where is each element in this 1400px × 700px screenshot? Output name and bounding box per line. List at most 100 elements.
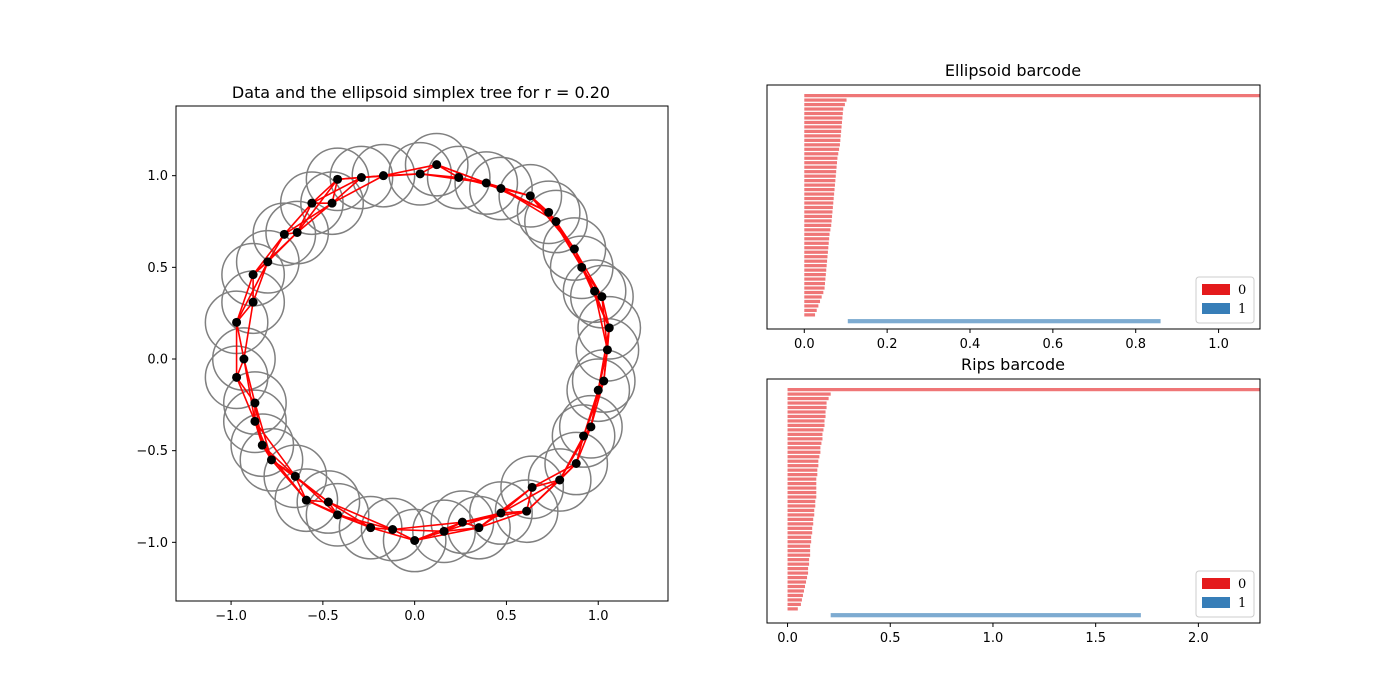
- h0-bar: [804, 281, 825, 286]
- simplex-tree-plot: Data and the ellipsoid simplex tree for …: [136, 83, 669, 624]
- simplex-edge: [331, 176, 362, 204]
- ellipsoid-circle: [412, 499, 476, 564]
- h0-bar: [787, 558, 810, 562]
- data-point: [555, 475, 565, 485]
- simplex-edge: [383, 163, 437, 177]
- h0-bar: [804, 129, 842, 134]
- data-point: [333, 174, 343, 184]
- ellipsoid-circle: [360, 497, 425, 562]
- h0-bar: [787, 401, 827, 405]
- simplex-edge: [243, 358, 256, 404]
- h0-bar: [804, 255, 828, 259]
- ellipsoid-circle: [494, 479, 559, 544]
- ellipsoid-circle: [566, 358, 631, 423]
- simplex-edge: [252, 261, 269, 303]
- h0-bar: [787, 473, 818, 477]
- rips-barcode-bars: [787, 388, 1260, 618]
- ellipsoid-circle: [211, 327, 276, 391]
- simplex-edge: [443, 512, 502, 533]
- h0-bar: [787, 441, 822, 445]
- ellipsoid-circle: [351, 143, 416, 208]
- simplex-edge: [252, 233, 285, 276]
- h0-bar: [804, 152, 839, 156]
- data-point: [593, 385, 603, 395]
- h0-bar: [804, 205, 833, 210]
- x-tick-label: 0.0: [777, 631, 798, 646]
- rips-barcode-title: Rips barcode: [961, 355, 1065, 374]
- h0-bar: [804, 232, 830, 236]
- h0-bar: [804, 116, 843, 120]
- simplex-edge: [420, 173, 487, 184]
- simplex-edge: [254, 402, 264, 446]
- x-tick-label: 2.0: [1188, 631, 1209, 646]
- data-point: [263, 257, 273, 267]
- h0-bar: [804, 98, 847, 102]
- ellipsoid-circles: [204, 132, 642, 573]
- ellipsoid-circle: [382, 508, 447, 573]
- data-point: [586, 422, 596, 432]
- h0-bar: [787, 598, 802, 602]
- rips-barcode-legend: 01: [1195, 570, 1255, 618]
- data-point: [551, 217, 561, 226]
- h0-bar: [804, 192, 835, 196]
- data-point: [457, 517, 467, 527]
- simplex-edge: [593, 290, 610, 329]
- h0-bar: [787, 495, 817, 499]
- h0-bar: [804, 174, 836, 178]
- data-point: [257, 440, 267, 450]
- data-point: [333, 510, 343, 520]
- ellipsoid-circle: [524, 189, 588, 254]
- ellipsoid-circle: [265, 200, 330, 265]
- h0-bar: [787, 464, 819, 468]
- h0-bar: [787, 517, 814, 521]
- h0-bar: [804, 143, 840, 147]
- data-point: [290, 471, 300, 481]
- ellipsoid-circle: [454, 151, 519, 215]
- h1-bar: [847, 319, 1161, 324]
- data-point: [439, 526, 449, 536]
- x-tick-label: −1.0: [215, 609, 247, 624]
- legend-label: 1: [1238, 302, 1246, 317]
- simplex-edge: [235, 261, 269, 323]
- ellipsoid-circle: [544, 431, 609, 496]
- h0-bar: [804, 201, 834, 205]
- simplex-edge: [235, 322, 245, 360]
- h0-bar: [804, 295, 822, 299]
- simplex-edge: [526, 479, 561, 512]
- legend-label: 0: [1238, 577, 1246, 592]
- h0-bar: [804, 183, 835, 187]
- ellipsoid-circle: [222, 389, 287, 454]
- data-point: [604, 323, 614, 333]
- h0-bar: [787, 468, 818, 472]
- simplex-edge: [328, 501, 393, 531]
- ellipsoid-circle: [305, 482, 370, 547]
- h0-bar: [804, 272, 826, 277]
- ellipsoid-barcode-ticks: 0.0 0.2 0.4 0.6 0.8 1.0: [794, 329, 1229, 352]
- h0-bar: [804, 165, 837, 169]
- h0-bar: [804, 187, 835, 192]
- data-point: [232, 372, 242, 382]
- h0-bar: [787, 566, 809, 571]
- data-point: [525, 191, 535, 201]
- data-point: [571, 459, 581, 468]
- rips-barcode: Rips barcode 0.0 0.5 1.0 1.5 2.0 01: [766, 355, 1261, 646]
- simplex-edge: [575, 435, 585, 464]
- h0-bar: [804, 196, 834, 201]
- legend-swatch: [1202, 284, 1230, 295]
- h0-bar: [804, 304, 819, 308]
- h0-bar: [787, 589, 804, 593]
- h1-bar: [830, 613, 1141, 618]
- legend-swatch: [1202, 597, 1230, 608]
- h0-bar: [787, 459, 819, 463]
- ellipsoid-circle: [300, 171, 365, 236]
- h0-bar: [804, 277, 826, 281]
- x-tick-label: 0.2: [877, 337, 898, 352]
- ellipsoid-circle: [498, 163, 563, 228]
- h0-bar: [787, 504, 816, 508]
- h0-bar: [804, 313, 816, 317]
- data-point: [327, 198, 337, 208]
- data-point: [579, 431, 589, 441]
- h0-bar: [804, 259, 828, 263]
- data-point: [602, 345, 612, 355]
